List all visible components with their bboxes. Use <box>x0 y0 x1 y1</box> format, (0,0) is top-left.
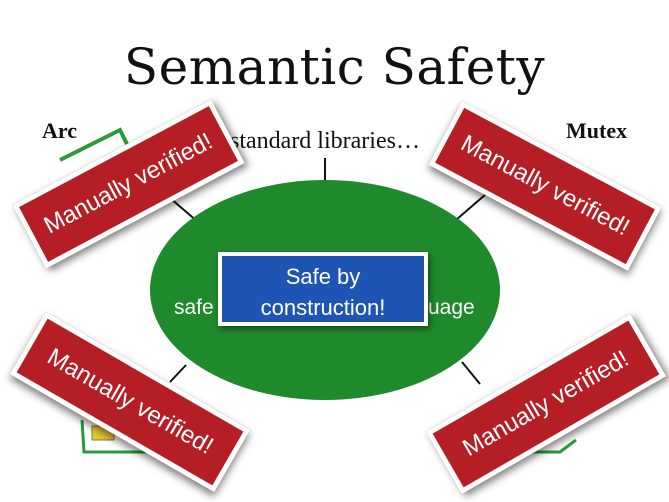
oval-right-text: uage <box>428 296 475 319</box>
oval-left-text: safe <box>174 296 214 319</box>
safe-by-construction-badge: Safe by construction! <box>218 252 428 326</box>
connector-bottom-left <box>169 364 187 383</box>
slide-title: Semantic Safety <box>123 38 546 96</box>
mutex-label: Mutex <box>566 118 628 143</box>
connector-bottom-right <box>461 361 481 385</box>
badge-line-2: construction! <box>260 295 386 320</box>
standard-libraries-label: standard libraries… <box>230 128 420 154</box>
arc-label: Arc <box>42 118 78 143</box>
connector-top-right <box>455 193 487 221</box>
badge-line-1: Safe by <box>285 264 361 289</box>
